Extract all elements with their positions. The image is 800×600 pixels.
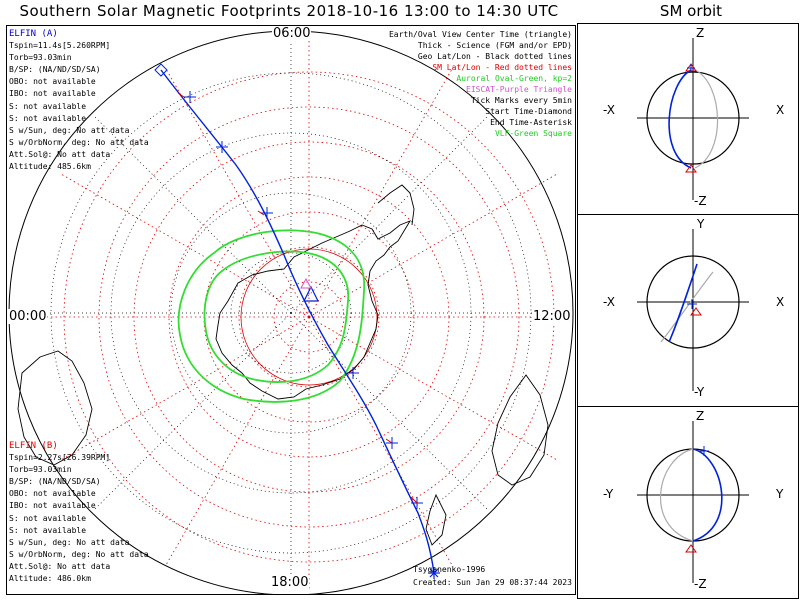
panel2-right-axis: X — [776, 295, 785, 309]
elfin-a-footprint-track — [160, 69, 435, 574]
footprint-map — [8, 30, 574, 594]
probe-b-line: S: not available — [9, 525, 87, 535]
mlt-label-bottom: 18:00 — [270, 575, 310, 590]
africa-coastline — [491, 374, 549, 486]
eiscat-triangle — [300, 277, 312, 289]
footprint-map-frame — [6, 25, 576, 595]
probe-a-line: IBO: not available — [9, 89, 96, 99]
probe-a-line: B/SP: (NA/ND/SD/SA) — [9, 65, 101, 75]
earth-circle — [646, 71, 740, 165]
mlt-label-right: 12:00 — [532, 309, 572, 324]
probe-b-line: S: not available — [9, 513, 87, 523]
probe-a-line: Torb=93.03min — [9, 53, 72, 63]
probe-a-line: Tspin=11.4s[5.260RPM] — [9, 41, 111, 51]
sm-orbit-panel-yz — [577, 406, 799, 599]
orbit-shadow — [694, 69, 719, 169]
south-america-coastline — [377, 184, 415, 226]
panel3-bottom-axis: -Z — [694, 577, 707, 591]
orbit-track — [668, 69, 692, 169]
probe-b-info: ELFIN (B) Tspin=2.27s[26.39RPM] Torb=93.… — [9, 440, 149, 585]
view-center-triangle — [303, 285, 319, 302]
panel1-bottom-axis: -Z — [694, 194, 707, 208]
sm-orbit-plot-xz — [637, 38, 749, 200]
track-start-diamond — [154, 63, 168, 77]
probe-a-line: OBO: not available — [9, 77, 96, 87]
legend-item: Start Time-Diamond — [485, 107, 572, 116]
legend-item: Auroral Oval-Green, kp=2 — [456, 74, 572, 83]
probe-a-line: S w/Sun, deg: No att data — [9, 125, 130, 135]
probe-a-line: S: not available — [9, 113, 87, 123]
panel2-bottom-axis: -Y — [694, 385, 705, 399]
legend-item: Thick - Science (FGM and/or EPD) — [417, 41, 572, 50]
panel3-right-axis: Y — [776, 487, 784, 501]
antarctica-coastline — [215, 220, 412, 400]
sm-longitude-grid — [11, 30, 571, 590]
probe-b-line: Att.Sol@: No att data — [9, 561, 111, 571]
sm-orbit-plot-yz — [637, 421, 749, 583]
panel1-left-axis: -X — [603, 103, 615, 117]
orbit-track — [692, 448, 723, 542]
track-tick-marks-red — [177, 92, 418, 504]
probe-b-line: S w/Sun, deg: No att data — [9, 537, 130, 547]
probe-b-line: Altitude: 486.0km — [9, 574, 91, 584]
probe-a-line: Att.Sol@: No att data — [9, 149, 111, 159]
probe-a-line: Altitude: 485.6km — [9, 162, 91, 172]
track-tick-marks — [184, 91, 423, 509]
track-end-asterisk — [428, 567, 440, 579]
panel2-left-axis: -X — [603, 295, 615, 309]
auroral-oval-inner — [203, 250, 350, 383]
probe-b-line: OBO: not available — [9, 489, 96, 499]
mlt-label-top: 06:00 — [272, 26, 312, 41]
panel2-top-axis: Y — [697, 217, 705, 231]
auroral-oval-outer — [177, 229, 366, 403]
plot-title: Southern Solar Magnetic Footprints 2018-… — [19, 2, 559, 20]
created-timestamp: Created: Sun Jan 29 08:37:44 2023 — [413, 578, 572, 587]
sm-orbit-plot-xy — [637, 229, 749, 391]
map-legend: Earth/Oval View Center Time (triangle) T… — [389, 29, 572, 139]
panel3-left-axis: -Y — [603, 487, 614, 501]
probe-b-line: S w/OrbNorm, deg: No att data — [9, 549, 149, 559]
legend-item: Earth/Oval View Center Time (triangle) — [388, 30, 572, 39]
probe-b-line: Tspin=2.27s[26.39RPM] — [9, 453, 111, 463]
earth-circle — [646, 255, 740, 349]
model-credit: Tsyganenko-1996 — [413, 565, 486, 574]
legend-item: EISCAT-Purple Triangle — [466, 85, 572, 94]
probe-b-line: Torb=93.03min — [9, 465, 72, 475]
new-zealand-coastline — [425, 493, 447, 546]
legend-item: Geo Lat/Lon - Black dotted lines — [417, 52, 572, 61]
probe-b-name: ELFIN (B) — [9, 441, 58, 451]
legend-item: Tick Marks every 5min — [470, 96, 572, 105]
legend-item: VLF-Green Square — [494, 129, 572, 138]
legend-item: End Time-Asterisk — [490, 118, 572, 127]
probe-a-name: ELFIN (A) — [9, 29, 58, 39]
panel1-top-axis: Z — [696, 26, 705, 40]
mlt-label-left: 00:00 — [8, 309, 48, 324]
panel3-top-axis: Z — [696, 409, 705, 423]
australia-coastline — [17, 350, 93, 466]
probe-a-line: S w/OrbNorm, deg: No att data — [9, 137, 149, 147]
probe-a-line: S: not available — [9, 101, 87, 111]
probe-b-line: B/SP: (NA/ND/SD/SA) — [9, 477, 101, 487]
geo-longitude-grid — [11, 33, 571, 593]
orbit-track — [668, 263, 698, 343]
probe-b-line: IBO: not available — [9, 501, 96, 511]
legend-item: SM Lat/Lon - Red dotted lines — [432, 63, 572, 72]
sm-orbit-title: SM orbit — [659, 2, 723, 20]
panel1-right-axis: X — [776, 103, 785, 117]
probe-a-info: ELFIN (A) Tspin=11.4s[5.260RPM] Torb=93.… — [9, 28, 149, 173]
